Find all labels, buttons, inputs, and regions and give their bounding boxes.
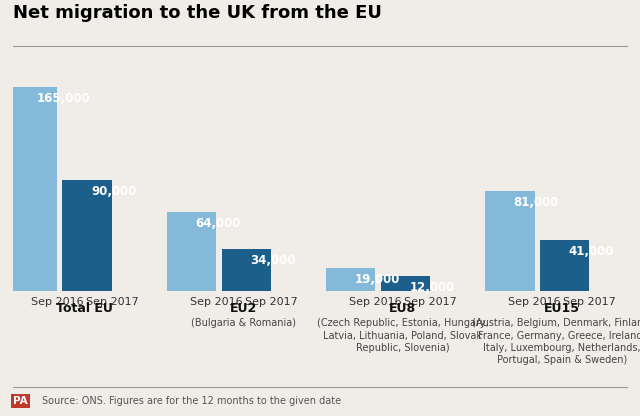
Text: (Bulgaria & Romania): (Bulgaria & Romania) <box>191 318 296 328</box>
Text: PA: PA <box>13 396 28 406</box>
Text: Source: ONS. Figures are for the 12 months to the given date: Source: ONS. Figures are for the 12 mont… <box>42 396 340 406</box>
Text: Net migration to the UK from the EU: Net migration to the UK from the EU <box>13 4 381 22</box>
Bar <box>485 191 534 291</box>
Bar <box>62 180 112 291</box>
Text: 64,000: 64,000 <box>195 217 241 230</box>
Text: 12,000: 12,000 <box>410 281 454 294</box>
Bar <box>326 268 376 291</box>
Text: EU2: EU2 <box>230 302 257 314</box>
Text: 90,000: 90,000 <box>91 185 136 198</box>
Text: EU8: EU8 <box>389 302 417 314</box>
Bar <box>167 212 216 291</box>
Text: (Austria, Belgium, Denmark, Finland,
France, Germany, Greece, Ireland,
Italy, Lu: (Austria, Belgium, Denmark, Finland, Fra… <box>472 318 640 365</box>
Bar <box>540 240 589 291</box>
Text: 19,000: 19,000 <box>355 272 400 286</box>
Text: EU15: EU15 <box>544 302 580 314</box>
Text: 41,000: 41,000 <box>568 245 614 258</box>
Text: 34,000: 34,000 <box>250 254 296 267</box>
Bar <box>221 249 271 291</box>
Bar <box>8 87 57 291</box>
Bar <box>381 276 430 291</box>
Text: Total EU: Total EU <box>56 302 113 314</box>
Text: (Czech Republic, Estonia, Hungary,
Latvia, Lithuania, Poland, Slovak
Republic, S: (Czech Republic, Estonia, Hungary, Latvi… <box>317 318 489 353</box>
Text: 165,000: 165,000 <box>36 92 90 105</box>
Text: 81,000: 81,000 <box>514 196 559 209</box>
